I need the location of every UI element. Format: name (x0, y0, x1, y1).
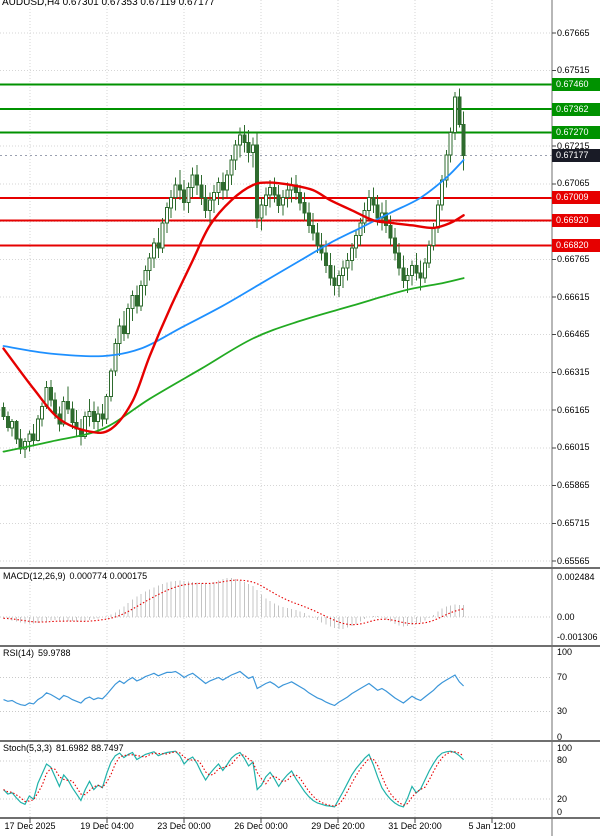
price-axis-tick: 0.66015 (557, 442, 590, 453)
time-axis-label: 26 Dec 00:00 (234, 821, 288, 831)
macd-name: MACD(12,26,9) (3, 571, 66, 581)
price-axis-tick: 0.66165 (557, 404, 590, 415)
resistance-lines[interactable] (0, 83, 552, 134)
macd-signal-line (3, 579, 464, 626)
price-axis[interactable]: 0.67665 0.67515 0.67215 0.67065 0.66765 0.666… (552, 0, 600, 836)
ma-green-long (2, 277, 465, 453)
price-axis-tick: 0.66765 (557, 253, 590, 264)
price-axis-tick: 0.66465 (557, 329, 590, 340)
stoch-values: 81.6982 88.7497 (56, 743, 124, 753)
stoch-name: Stoch(5,3,3) (3, 743, 53, 753)
current-price-tag: 0.67177 (552, 149, 600, 163)
macd-pane (3, 577, 465, 630)
rsi-axis-tick: 70 (557, 672, 568, 682)
time-axis-label: 5 Jan 12:00 (468, 821, 516, 831)
moving-averages (2, 159, 465, 453)
price-axis-tick: 0.67065 (557, 178, 590, 189)
macd-axis-tick: 0.00 (557, 611, 575, 622)
rsi-values: 59.9788 (38, 648, 71, 658)
support-price-tag: 0.67009 (552, 191, 600, 205)
time-axis-label: 23 Dec 00:00 (157, 821, 211, 831)
time-axis-label: 31 Dec 20:00 (388, 821, 442, 831)
time-axis-label: 19 Dec 04:00 (80, 821, 134, 831)
time-axis-label: 29 Dec 20:00 (311, 821, 365, 831)
time-axis-label: 17 Dec 2025 (4, 821, 56, 831)
price-axis-tick: 0.65565 (557, 555, 590, 566)
price-axis-tick: 0.65715 (557, 517, 590, 528)
resistance-price-tag: 0.67460 (552, 78, 600, 92)
macd-axis-tick: 0.002484 (557, 572, 595, 583)
price-axis-tick: 0.67215 (557, 140, 590, 151)
stoch-axis-tick: 20 (557, 793, 568, 804)
support-lines[interactable] (0, 196, 552, 247)
rsi-pane (3, 670, 465, 707)
price-axis-tick: 0.65865 (557, 480, 590, 491)
symbol-ohlc-info: AUDUSD,H4 0.67301 0.67353 0.67119 0.6717… (2, 0, 215, 8)
price-axis-tick: 0.67515 (557, 65, 590, 76)
ma-blue-mid (2, 159, 465, 358)
price-axis-tick: 0.66615 (557, 291, 590, 302)
rsi-axis-tick: 30 (557, 706, 568, 716)
price-axis-tick: 0.66315 (557, 366, 590, 377)
price-axis-tick: 0.67665 (557, 27, 590, 38)
candlestick-series (1, 88, 466, 458)
support-price-tag: 0.66820 (552, 238, 600, 252)
support-price-tag: 0.66920 (552, 213, 600, 227)
resistance-price-tag: 0.67362 (552, 102, 600, 116)
stoch-axis-tick: 0 (557, 806, 563, 817)
time-axis[interactable]: 17 Dec 2025 19 Dec 04:00 23 Dec 00:00 26 De… (0, 819, 600, 836)
rsi-indicator-label: RSI(14) 59.9788 (3, 648, 71, 658)
rsi-axis-tick: 0 (557, 731, 563, 742)
stochastic-main-line (3, 750, 465, 808)
stoch-axis-tick: 80 (557, 755, 568, 766)
ma-red-slow (2, 181, 465, 434)
resistance-price-tag: 0.67270 (552, 125, 600, 139)
stoch-indicator-label: Stoch(5,3,3) 81.6982 88.7497 (3, 743, 124, 753)
rsi-name: RSI(14) (3, 648, 35, 658)
stochastic-signal-line (3, 751, 464, 807)
stoch-axis-tick: 100 (557, 742, 573, 753)
macd-axis-tick: -0.001306 (557, 632, 598, 643)
stochastic-pane (3, 750, 465, 808)
rsi-axis-tick: 100 (557, 646, 573, 657)
rsi-line (3, 670, 465, 707)
macd-values: 0.000774 0.000175 (69, 571, 148, 581)
macd-indicator-label: MACD(12,26,9) 0.000774 0.000175 (3, 571, 147, 581)
